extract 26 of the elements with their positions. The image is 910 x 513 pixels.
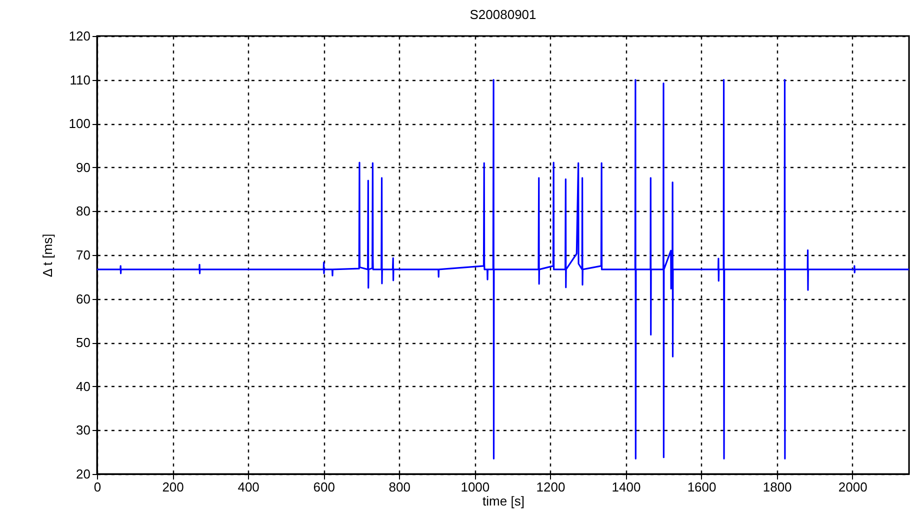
x-tick-label: 1200 [536, 480, 566, 494]
x-tick-label: 1400 [612, 480, 641, 494]
y-tick-label: 20 [76, 466, 90, 482]
x-tick-label: 600 [313, 480, 335, 494]
x-tick-label: 2000 [838, 480, 868, 494]
x-tick-label: 0 [94, 480, 102, 494]
y-tick-label: 40 [76, 378, 90, 394]
chart-title: S20080901 [470, 7, 536, 22]
y-tick-label: 70 [76, 248, 90, 262]
x-tick-label: 1600 [687, 480, 716, 494]
y-tick-label: 50 [76, 335, 90, 350]
y-tick-label: 60 [76, 291, 90, 306]
x-tick-label: 1000 [460, 480, 490, 494]
y-tick-label: 80 [76, 204, 90, 219]
x-tick-label: 200 [162, 480, 184, 494]
x-axis-title: time [s] [482, 494, 524, 508]
x-tick-label: 1800 [762, 480, 792, 494]
x-tick-label: 400 [238, 480, 260, 494]
y-tick-label: 120 [68, 28, 90, 44]
y-tick-label: 90 [76, 160, 90, 175]
y-axis-title: Δ t [ms] [40, 234, 55, 278]
y-tick-label: 100 [68, 116, 90, 132]
y-tick-label: 110 [70, 72, 90, 88]
x-tick-label: 800 [388, 480, 410, 494]
line-series [97, 79, 909, 460]
y-tick-label: 30 [76, 422, 90, 438]
